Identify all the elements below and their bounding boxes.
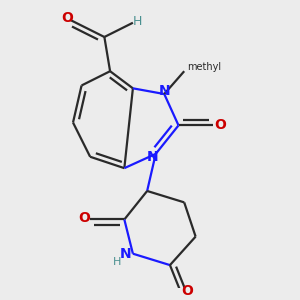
Text: N: N: [120, 247, 132, 261]
Text: O: O: [61, 11, 73, 26]
Text: O: O: [181, 284, 193, 298]
Text: H: H: [133, 15, 142, 28]
Text: O: O: [214, 118, 226, 132]
Text: methyl: methyl: [187, 62, 221, 72]
Text: H: H: [113, 257, 122, 267]
Text: O: O: [79, 211, 90, 225]
Text: N: N: [158, 84, 170, 98]
Text: N: N: [147, 150, 159, 164]
